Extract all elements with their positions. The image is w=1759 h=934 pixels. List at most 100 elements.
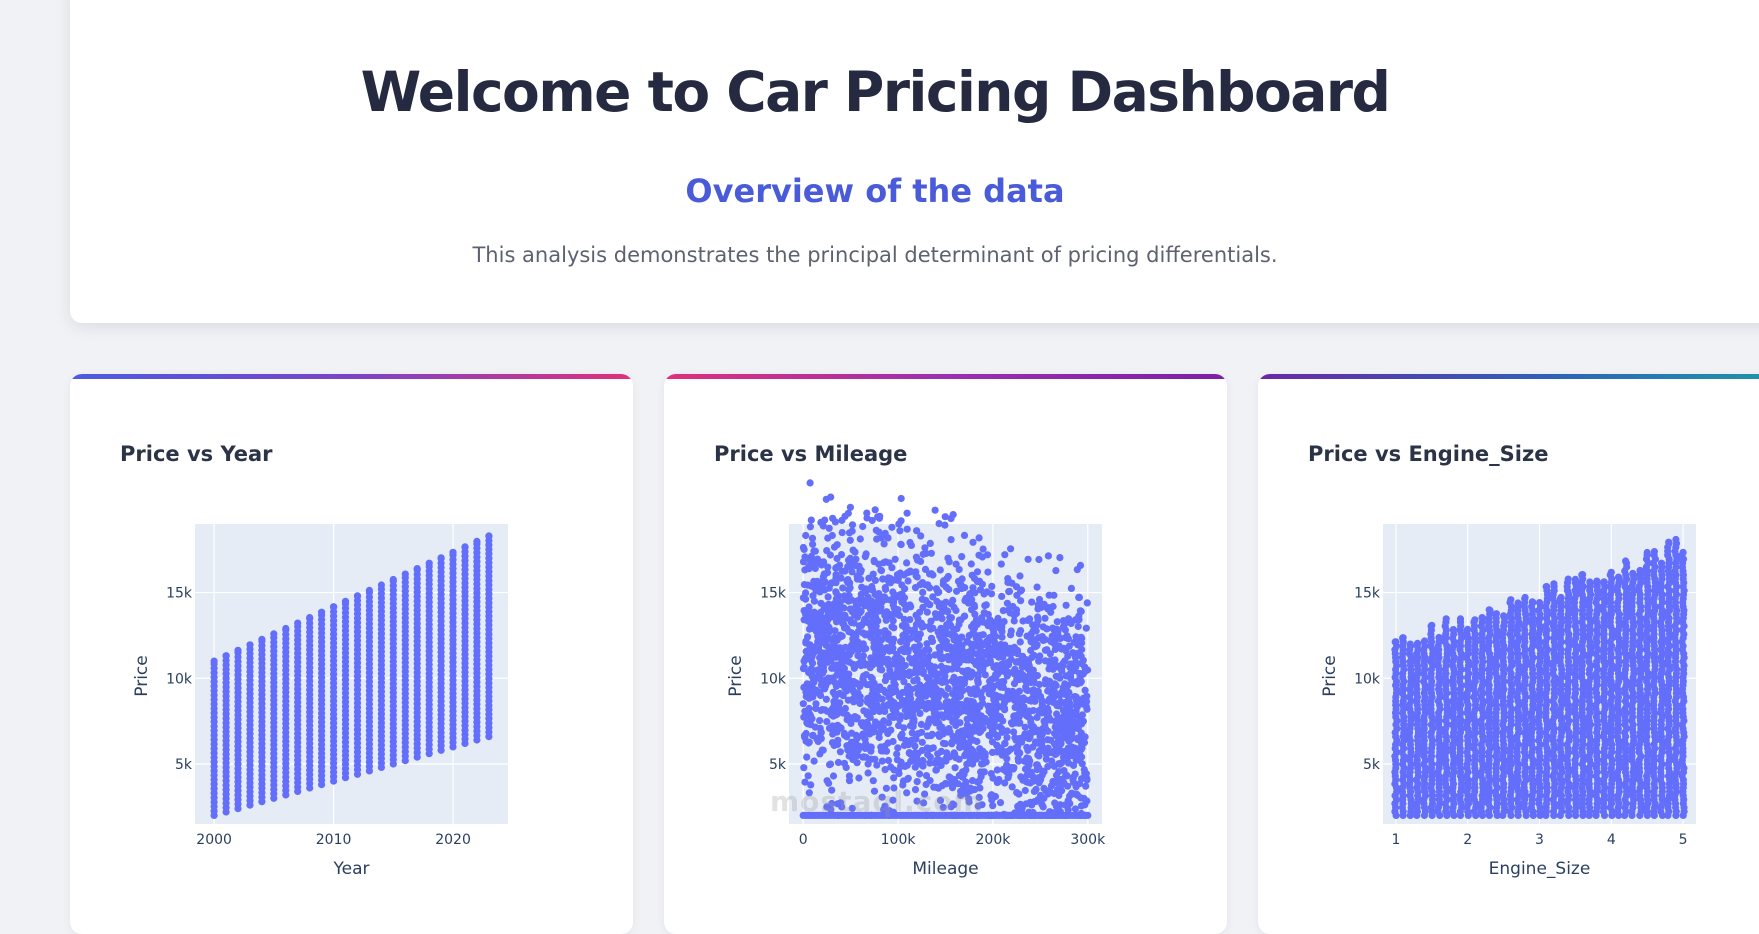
- data-point: [1076, 780, 1083, 787]
- data-point: [1003, 755, 1010, 762]
- data-point: [1500, 612, 1507, 619]
- data-point: [832, 605, 839, 612]
- data-point: [934, 587, 941, 594]
- data-point: [998, 725, 1005, 732]
- data-point: [878, 567, 885, 574]
- data-point: [806, 626, 813, 633]
- data-point: [830, 642, 837, 649]
- data-point: [851, 549, 858, 556]
- data-point: [812, 565, 819, 572]
- data-point: [898, 731, 905, 738]
- data-point: [1075, 700, 1082, 707]
- data-point: [919, 589, 926, 596]
- data-point: [1048, 782, 1055, 789]
- data-point: [865, 594, 872, 601]
- data-point: [945, 656, 952, 663]
- data-point: [1015, 755, 1022, 762]
- data-point: [1064, 653, 1071, 660]
- data-point: [808, 715, 815, 722]
- data-point: [294, 620, 301, 627]
- data-point: [973, 715, 980, 722]
- data-point: [807, 479, 814, 486]
- data-point: [1414, 640, 1421, 647]
- data-point: [821, 517, 828, 524]
- data-point: [414, 565, 421, 572]
- data-point: [829, 515, 836, 522]
- data-point: [865, 760, 872, 767]
- data-point: [1042, 725, 1049, 732]
- data-point: [993, 742, 1000, 749]
- data-point: [1011, 645, 1018, 652]
- data-point: [1061, 691, 1068, 698]
- data-point: [1063, 632, 1070, 639]
- data-point: [1054, 716, 1061, 723]
- data-point: [885, 757, 892, 764]
- data-point: [306, 614, 313, 621]
- data-point: [870, 777, 877, 784]
- data-point: [915, 730, 922, 737]
- data-point: [902, 737, 909, 744]
- data-point: [805, 655, 812, 662]
- data-point: [986, 722, 993, 729]
- data-point: [1083, 698, 1090, 705]
- data-point: [997, 713, 1004, 720]
- data-point: [1054, 786, 1061, 793]
- data-point: [1075, 594, 1082, 601]
- data-point: [913, 676, 920, 683]
- data-point: [957, 634, 964, 641]
- data-point: [872, 506, 879, 513]
- data-point: [837, 748, 844, 755]
- data-point: [823, 718, 830, 725]
- data-point: [1035, 658, 1042, 665]
- data-point: [1070, 774, 1077, 781]
- data-point: [988, 791, 995, 798]
- data-point: [908, 542, 915, 549]
- data-point: [318, 609, 325, 616]
- y-tick-label: 15k: [166, 586, 193, 602]
- data-point: [473, 538, 480, 545]
- data-point: [834, 661, 841, 668]
- data-point: [801, 581, 808, 588]
- data-point: [805, 772, 812, 779]
- data-point: [997, 799, 1004, 806]
- data-point: [983, 601, 990, 608]
- data-point: [881, 612, 888, 619]
- data-point: [887, 763, 894, 770]
- data-point: [989, 625, 996, 632]
- data-point: [1037, 776, 1044, 783]
- data-point: [925, 660, 932, 667]
- data-point: [998, 593, 1005, 600]
- data-point: [981, 590, 988, 597]
- data-point: [849, 521, 856, 528]
- data-point: [864, 699, 871, 706]
- data-point: [1392, 638, 1399, 645]
- data-point: [1421, 637, 1428, 644]
- data-point: [942, 640, 949, 647]
- data-point: [1046, 592, 1053, 599]
- data-point: [1471, 616, 1478, 623]
- data-point: [876, 734, 883, 741]
- data-point: [1044, 790, 1051, 797]
- data-point: [1068, 585, 1075, 592]
- data-point: [971, 728, 978, 735]
- data-point: [911, 743, 918, 750]
- data-point: [870, 708, 877, 715]
- data-point: [1027, 679, 1034, 686]
- data-point: [1033, 798, 1040, 805]
- data-point: [930, 744, 937, 751]
- data-point: [1079, 711, 1086, 718]
- page-title: Welcome to Car Pricing Dashboard: [0, 60, 1750, 124]
- data-point: [896, 612, 903, 619]
- data-point: [838, 617, 845, 624]
- data-point: [834, 741, 841, 748]
- data-point: [211, 658, 218, 665]
- data-point: [1075, 612, 1082, 619]
- data-point: [1082, 667, 1089, 674]
- data-point: [849, 528, 856, 535]
- data-point: [847, 720, 854, 727]
- data-point: [811, 598, 818, 605]
- data-point: [976, 703, 983, 710]
